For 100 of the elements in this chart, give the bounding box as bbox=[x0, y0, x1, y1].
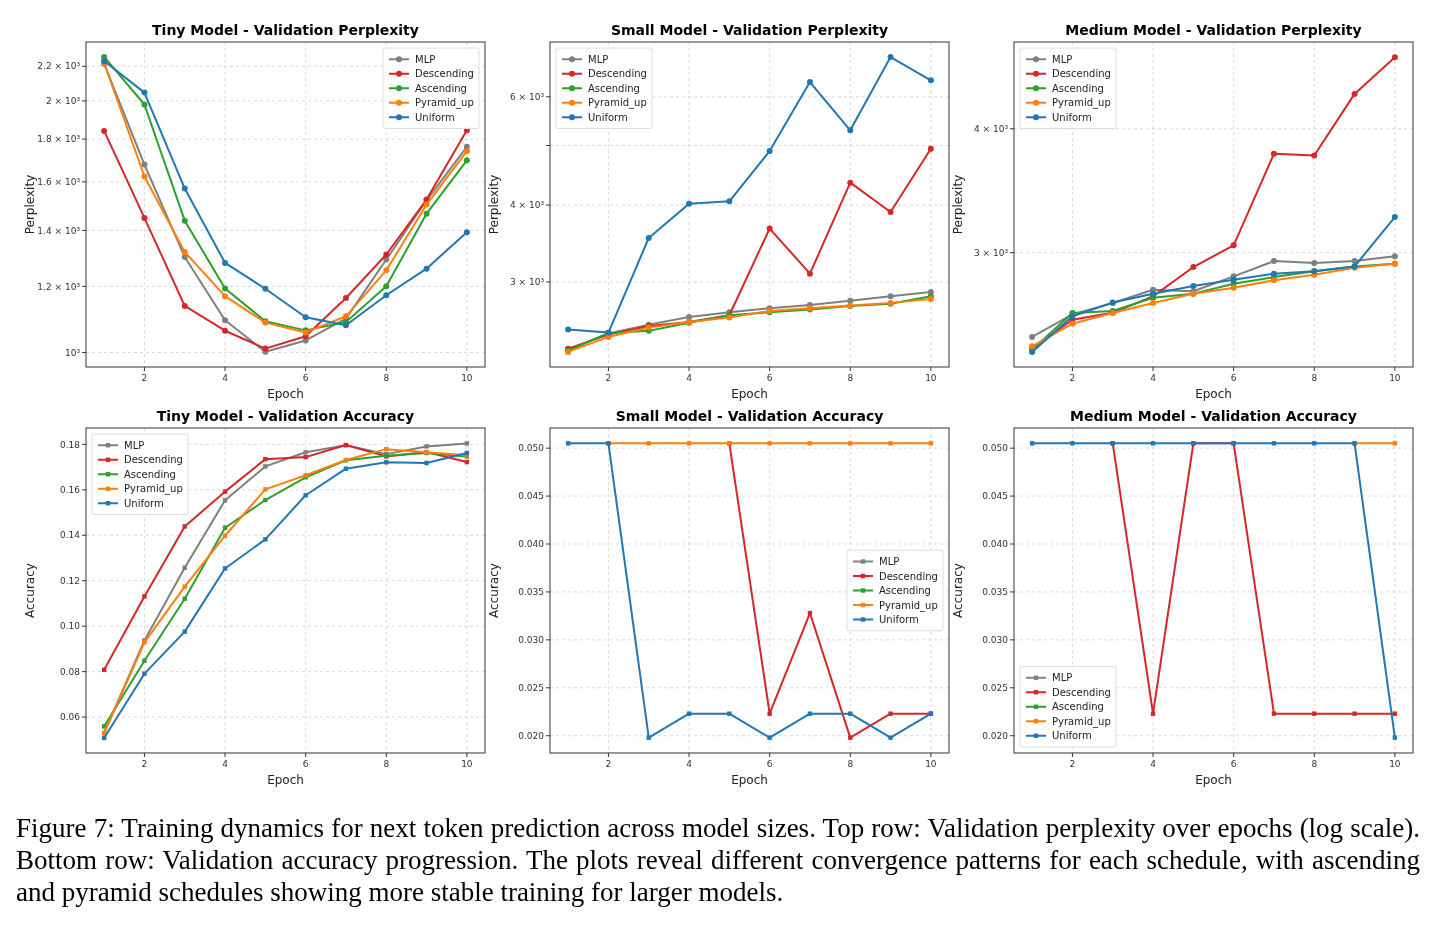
point bbox=[1271, 711, 1277, 716]
legend-label: Descending bbox=[1052, 686, 1111, 698]
legend-label: Descending bbox=[879, 570, 938, 582]
x-tick-label: 4 bbox=[222, 373, 229, 383]
point bbox=[646, 735, 651, 740]
y-tick-label: 0.12 bbox=[59, 575, 80, 586]
point bbox=[303, 493, 308, 498]
y-tick-label: 1.8 × 10³ bbox=[37, 134, 81, 145]
y-tick-label: 0.16 bbox=[59, 484, 81, 495]
y-tick-label: 4 × 10³ bbox=[509, 200, 545, 211]
legend-label: MLP bbox=[1052, 672, 1073, 684]
point bbox=[1391, 253, 1398, 260]
y-axis-title: Perplexity bbox=[23, 174, 37, 235]
point bbox=[101, 127, 108, 134]
point bbox=[141, 214, 148, 221]
x-tick-label: 4 bbox=[686, 373, 693, 383]
point bbox=[263, 456, 268, 462]
x-tick-label: 2 bbox=[141, 759, 148, 769]
point bbox=[1392, 441, 1398, 446]
y-tick-label: 10³ bbox=[64, 347, 81, 358]
legend-label: Ascending bbox=[1052, 701, 1104, 713]
point bbox=[383, 267, 390, 274]
x-tick-label: 6 bbox=[766, 759, 773, 769]
point bbox=[927, 77, 934, 84]
point bbox=[1070, 441, 1075, 446]
legend-label: Ascending bbox=[124, 468, 176, 480]
y-tick-label: 0.050 bbox=[518, 443, 545, 454]
y-tick-label: 0.030 bbox=[982, 635, 1009, 646]
x-axis-title: Epoch bbox=[731, 773, 768, 787]
y-tick-label: 0.045 bbox=[518, 491, 544, 502]
point bbox=[766, 225, 773, 232]
point bbox=[222, 259, 229, 266]
y-axis-title: Accuracy bbox=[951, 563, 965, 618]
point bbox=[686, 711, 692, 716]
point bbox=[1311, 152, 1318, 159]
point bbox=[1312, 711, 1317, 716]
x-tick-label: 6 bbox=[302, 373, 309, 383]
point bbox=[263, 464, 268, 469]
point bbox=[1190, 264, 1197, 271]
point bbox=[887, 293, 894, 300]
x-tick-label: 6 bbox=[302, 759, 309, 769]
point bbox=[142, 658, 147, 663]
legend-label: MLP bbox=[124, 439, 145, 451]
point bbox=[262, 285, 269, 292]
y-tick-label: 1.4 × 10³ bbox=[37, 225, 81, 236]
point bbox=[645, 234, 652, 241]
y-tick-label: 0.040 bbox=[982, 539, 1009, 550]
chart-title: Medium Model - Validation Accuracy bbox=[1070, 408, 1357, 424]
y-tick-label: 6 × 10³ bbox=[509, 91, 545, 102]
point bbox=[1029, 441, 1035, 446]
y-tick-label: 0.10 bbox=[59, 621, 81, 632]
legend-label: Pyramid_up bbox=[124, 483, 183, 496]
legend-label: Pyramid_up bbox=[879, 599, 938, 612]
legend-label: Descending bbox=[124, 454, 183, 466]
point bbox=[343, 466, 349, 471]
point bbox=[222, 327, 229, 334]
y-tick-label: 4 × 10³ bbox=[973, 123, 1009, 134]
point bbox=[263, 537, 268, 542]
point bbox=[767, 711, 772, 716]
y-axis-title: Accuracy bbox=[23, 563, 37, 618]
point bbox=[1351, 90, 1358, 97]
x-tick-label: 4 bbox=[1150, 759, 1157, 769]
y-tick-label: 0.020 bbox=[982, 730, 1009, 741]
point bbox=[1391, 214, 1398, 221]
point bbox=[888, 441, 893, 446]
x-axis-title: Epoch bbox=[1195, 773, 1232, 787]
point bbox=[423, 210, 430, 217]
point bbox=[686, 314, 693, 321]
point bbox=[726, 198, 733, 205]
point bbox=[383, 256, 390, 263]
point bbox=[686, 200, 693, 207]
x-tick-label: 2 bbox=[141, 373, 148, 383]
point bbox=[303, 454, 308, 460]
legend-label: Ascending bbox=[588, 82, 640, 94]
point bbox=[142, 594, 147, 599]
point bbox=[565, 326, 572, 333]
point bbox=[1270, 150, 1277, 157]
y-tick-label: 1.2 × 10³ bbox=[37, 281, 81, 292]
point bbox=[1312, 441, 1317, 446]
legend-label: Ascending bbox=[415, 82, 467, 94]
point bbox=[806, 270, 813, 277]
y-tick-label: 2.2 × 10³ bbox=[37, 61, 81, 72]
point bbox=[888, 735, 893, 740]
x-tick-label: 10 bbox=[925, 759, 937, 769]
point bbox=[463, 157, 470, 164]
legend-label: Uniform bbox=[124, 497, 164, 509]
point bbox=[181, 249, 188, 256]
legend-label: Pyramid_up bbox=[415, 97, 474, 110]
point bbox=[1150, 441, 1156, 446]
point bbox=[1069, 320, 1076, 327]
chart-title: Tiny Model - Validation Accuracy bbox=[156, 408, 415, 424]
x-tick-label: 8 bbox=[1311, 373, 1318, 383]
x-tick-label: 8 bbox=[383, 759, 390, 769]
point bbox=[807, 711, 813, 716]
legend-label: MLP bbox=[588, 53, 609, 65]
x-tick-label: 2 bbox=[605, 373, 612, 383]
x-tick-label: 2 bbox=[605, 759, 612, 769]
point bbox=[646, 441, 651, 446]
point bbox=[1271, 441, 1277, 446]
y-tick-label: 2 × 10³ bbox=[45, 96, 81, 107]
